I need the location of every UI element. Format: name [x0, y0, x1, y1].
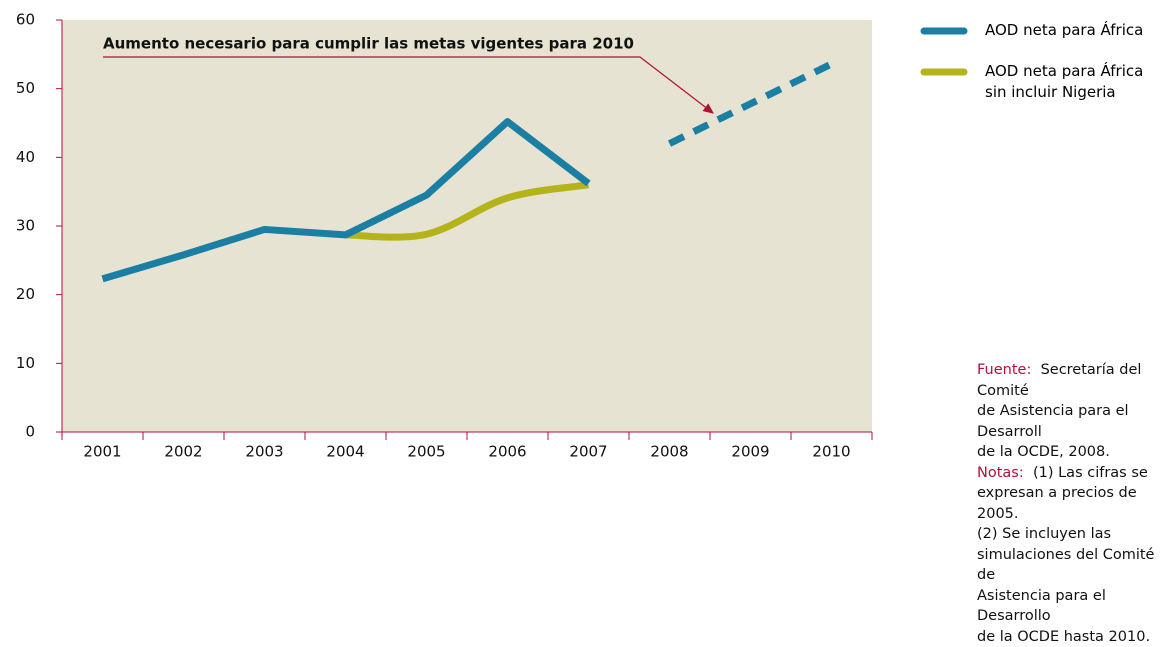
y-tick-label: 50: [16, 79, 35, 97]
source-line: de la OCDE, 2008.: [977, 442, 1166, 463]
x-tick-label: 2009: [731, 443, 769, 461]
x-tick-label: 2008: [650, 443, 688, 461]
y-tick-label: 40: [16, 148, 35, 166]
y-tick-label: 60: [16, 11, 35, 29]
source-label: Fuente:: [977, 362, 1031, 378]
plot-area: [62, 20, 872, 432]
x-tick-label: 2005: [407, 443, 445, 461]
x-tick-label: 2003: [245, 443, 283, 461]
annotation: Aumento necesario para cumplir las metas…: [103, 35, 634, 53]
x-tick-label: 2007: [569, 443, 607, 461]
x-tick-label: 2010: [812, 443, 850, 461]
x-tick-label: 2004: [326, 443, 364, 461]
notes-line: de la OCDE hasta 2010.: [977, 627, 1166, 647]
y-tick-label: 10: [16, 354, 35, 372]
notes-line: Asistencia para el Desarrollo: [977, 586, 1166, 627]
source: Fuente: Secretaría del Comité de Asisten…: [977, 360, 1166, 647]
notes-label: Notas:: [977, 465, 1024, 481]
y-tick-label: 0: [25, 423, 35, 441]
notes-line: expresan a precios de 2005.: [977, 483, 1166, 524]
source-line: de Asistencia para el Desarroll: [977, 401, 1166, 442]
notes-line: simulaciones del Comité de: [977, 545, 1166, 586]
notes-line: (1) Las cifras se: [1033, 465, 1148, 481]
x-tick-label: 2001: [83, 443, 121, 461]
legend-label: AOD neta para África: [985, 20, 1160, 41]
y-tick-label: 20: [16, 285, 35, 303]
y-tick-label: 30: [16, 217, 35, 235]
notes-line: (2) Se incluyen las: [977, 524, 1166, 545]
x-tick-label: 2002: [164, 443, 202, 461]
legend-label: AOD neta para África sin incluir Nigeria: [985, 61, 1160, 103]
x-tick-label: 2006: [488, 443, 526, 461]
page: {"chart_data": {"type": "line", "categor…: [0, 0, 1166, 544]
